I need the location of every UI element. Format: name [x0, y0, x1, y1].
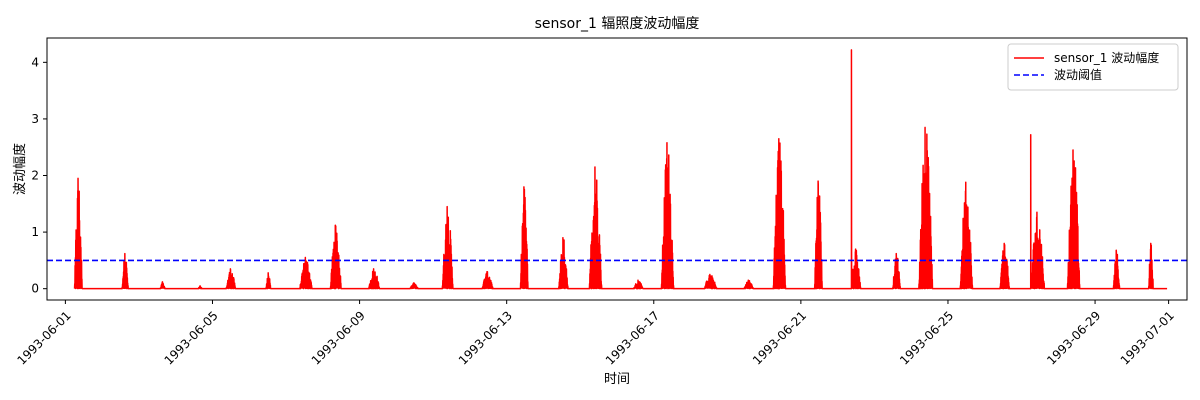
x-axis-label: 时间 [604, 372, 630, 387]
x-tick-label: 1993-06-05 [162, 308, 221, 367]
chart-title: sensor_1 辐照度波动幅度 [535, 16, 700, 32]
x-tick-label: 1993-06-25 [897, 308, 956, 367]
legend: sensor_1 波动幅度 波动阈值 [1007, 43, 1179, 91]
plot-layer [47, 49, 1187, 290]
x-tick-label: 1993-06-13 [456, 308, 515, 367]
legend-box [1007, 43, 1179, 91]
x-tick-label: 1993-06-21 [750, 308, 809, 367]
y-tick-label: 0 [31, 282, 39, 296]
y-tick-label: 4 [31, 55, 39, 69]
y-tick-label: 3 [31, 112, 39, 126]
x-tick-label: 1993-06-29 [1044, 308, 1103, 367]
x-tick-label: 1993-07-01 [1118, 308, 1177, 367]
plot-frame [46, 37, 1188, 301]
y-tick-label: 2 [31, 169, 39, 183]
series-line-sensor-1 [73, 49, 1168, 290]
x-tick-label: 1993-06-09 [309, 308, 368, 367]
x-tick-label: 1993-06-01 [15, 308, 74, 367]
legend-label-series: sensor_1 波动幅度 [1054, 50, 1159, 65]
y-axis-label: 波动幅度 [12, 143, 28, 195]
x-tick-label: 1993-06-17 [603, 308, 662, 367]
legend-label-threshold: 波动阈值 [1054, 67, 1102, 82]
y-tick-label: 1 [31, 225, 39, 239]
